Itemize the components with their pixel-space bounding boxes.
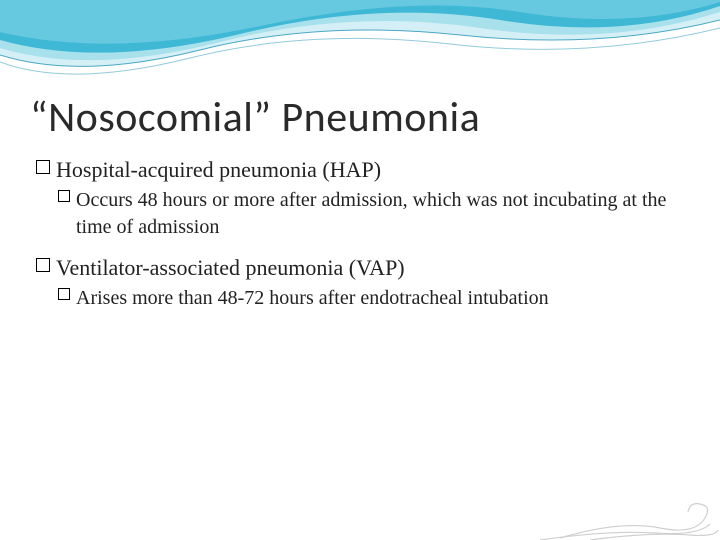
wave-stroke-1 [0, 20, 720, 66]
square-bullet-icon [58, 190, 70, 202]
list-item-text: Hospital-acquired pneumonia (HAP) [56, 157, 381, 183]
square-bullet-icon [36, 160, 50, 174]
list-item: Ventilator-associated pneumonia (VAP) [36, 255, 690, 281]
wave-stroke-2 [0, 28, 720, 74]
wave-path-4 [0, 0, 720, 44]
square-bullet-icon [36, 258, 50, 272]
wave-path-1 [0, 0, 720, 66]
slide-content: “Nosocomial” Pneumonia Hospital-acquired… [30, 92, 690, 312]
list-subitem-text: Occurs 48 hours or more after admission,… [76, 187, 690, 241]
header-wave-decoration [0, 0, 720, 100]
list-subitem: Occurs 48 hours or more after admission,… [58, 187, 690, 241]
list-subitem-text: Arises more than 48-72 hours after endot… [76, 285, 549, 312]
list-item: Hospital-acquired pneumonia (HAP) [36, 157, 690, 183]
swirl-path-1 [560, 504, 708, 538]
footer-swirl-decoration [500, 480, 720, 540]
wave-path-2 [0, 0, 720, 60]
wave-path-3 [0, 0, 720, 53]
list-subitem: Arises more than 48-72 hours after endot… [58, 285, 690, 312]
list-item-text: Ventilator-associated pneumonia (VAP) [56, 255, 405, 281]
swirl-path-3 [590, 530, 718, 540]
swirl-path-2 [540, 524, 710, 540]
square-bullet-icon [58, 288, 70, 300]
slide-title: “Nosocomial” Pneumonia [30, 92, 690, 143]
